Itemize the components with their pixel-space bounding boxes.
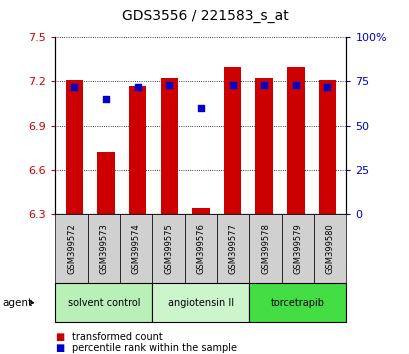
Bar <box>65 80 83 214</box>
Bar <box>255 79 272 214</box>
Text: ■: ■ <box>55 332 65 342</box>
Text: percentile rank within the sample: percentile rank within the sample <box>72 343 236 353</box>
Text: GDS3556 / 221583_s_at: GDS3556 / 221583_s_at <box>121 9 288 23</box>
Bar <box>160 79 178 214</box>
Text: agent: agent <box>2 298 32 308</box>
Text: GSM399576: GSM399576 <box>196 223 205 274</box>
Text: GSM399578: GSM399578 <box>261 223 270 274</box>
Bar <box>192 208 209 214</box>
Text: angiotensin II: angiotensin II <box>167 298 234 308</box>
Bar <box>97 152 115 214</box>
Text: solvent control: solvent control <box>67 298 140 308</box>
Point <box>229 82 235 88</box>
Point <box>260 82 267 88</box>
Text: GSM399577: GSM399577 <box>228 223 237 274</box>
Point <box>197 105 204 111</box>
Point <box>166 82 172 88</box>
Point <box>324 84 330 90</box>
Bar <box>318 80 335 214</box>
Text: GSM399579: GSM399579 <box>293 223 302 274</box>
Text: transformed count: transformed count <box>72 332 162 342</box>
Text: GSM399573: GSM399573 <box>99 223 108 274</box>
Bar <box>286 67 304 214</box>
Point <box>71 84 77 90</box>
Text: torcetrapib: torcetrapib <box>270 298 324 308</box>
Text: GSM399575: GSM399575 <box>164 223 173 274</box>
Point <box>102 96 109 102</box>
Text: GSM399574: GSM399574 <box>131 223 140 274</box>
Text: GSM399580: GSM399580 <box>325 223 334 274</box>
Text: ■: ■ <box>55 343 65 353</box>
Text: GSM399572: GSM399572 <box>67 223 76 274</box>
Bar <box>223 67 240 214</box>
Point <box>292 82 299 88</box>
Point <box>134 84 141 90</box>
Bar <box>128 86 146 214</box>
